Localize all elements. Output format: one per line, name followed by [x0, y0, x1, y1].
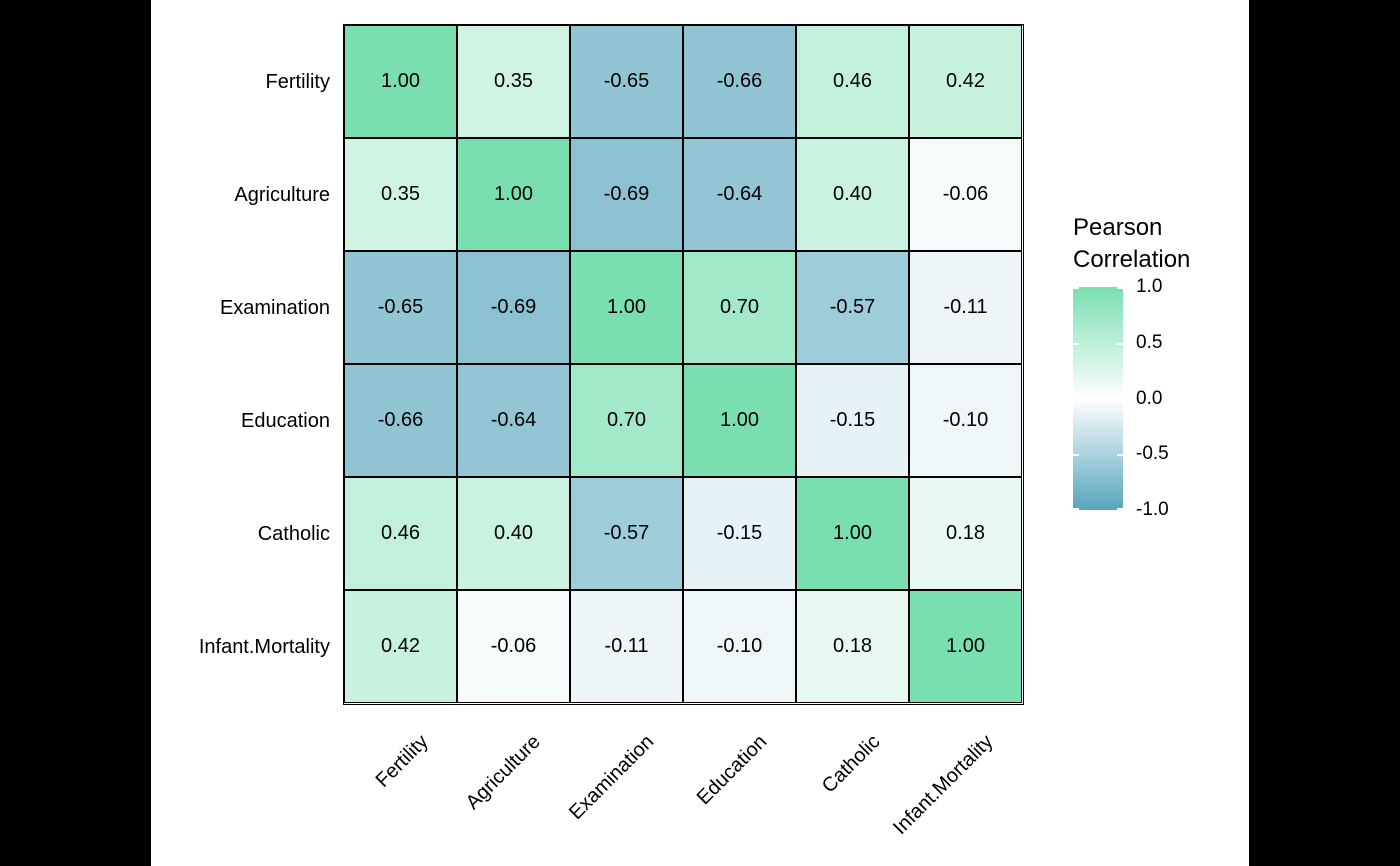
- legend-tick-mark: [1073, 287, 1079, 289]
- legend-title-line2: Correlation: [1073, 246, 1191, 273]
- heatmap-cell: 0.40: [457, 477, 570, 590]
- heatmap-cell: 0.70: [683, 251, 796, 364]
- heatmap-cell: -0.69: [570, 138, 683, 251]
- heatmap-cell: 0.42: [344, 590, 457, 703]
- legend-title: Pearson Correlation: [1073, 212, 1190, 276]
- y-axis-label: Agriculture: [234, 184, 330, 206]
- heatmap-cell: -0.15: [683, 477, 796, 590]
- heatmap-cell: -0.06: [909, 138, 1022, 251]
- heatmap-cell: 0.46: [796, 25, 909, 138]
- legend-tick-label: -0.5: [1136, 443, 1169, 465]
- legend-tick-mark: [1117, 454, 1123, 457]
- heatmap-cell: -0.57: [796, 251, 909, 364]
- heatmap-cell: 0.35: [457, 25, 570, 138]
- y-axis-label: Examination: [219, 297, 330, 319]
- legend-title-line1: Pearson: [1073, 214, 1163, 241]
- y-axis-label: Fertility: [265, 71, 330, 93]
- x-axis-label: Education: [692, 730, 772, 810]
- legend-tick-mark: [1117, 287, 1123, 289]
- heatmap-cell: -0.06: [457, 590, 570, 703]
- heatmap-cell: 1.00: [909, 590, 1022, 703]
- heatmap-cell: 0.40: [796, 138, 909, 251]
- heatmap-cell: -0.65: [344, 251, 457, 364]
- heatmap-cell: 1.00: [570, 251, 683, 364]
- heatmap-cell: 0.18: [796, 590, 909, 703]
- heatmap-cell: 0.35: [344, 138, 457, 251]
- heatmap-cell: -0.69: [457, 251, 570, 364]
- legend-tick-mark: [1073, 508, 1079, 510]
- heatmap-cell: -0.10: [683, 590, 796, 703]
- heatmap-cell: -0.66: [344, 364, 457, 477]
- legend-tick-mark: [1073, 342, 1079, 345]
- x-axis-label: Agriculture: [462, 730, 546, 814]
- x-axis-label: Catholic: [817, 730, 885, 798]
- plot-panel: Fertility Agriculture Examination Education…: [151, 0, 1249, 866]
- legend-tick-label: 1.0: [1136, 276, 1163, 297]
- legend-tick-mark: [1073, 398, 1079, 401]
- heatmap-cell: -0.15: [796, 364, 909, 477]
- x-axis-label: Examination: [564, 730, 659, 825]
- y-axis-label: Catholic: [257, 523, 330, 545]
- heatmap-cell: 0.70: [570, 364, 683, 477]
- heatmap-cell: -0.10: [909, 364, 1022, 477]
- heatmap-cell: 0.46: [344, 477, 457, 590]
- legend-tick-label: -1.0: [1136, 499, 1169, 520]
- legend-tick-mark: [1117, 398, 1123, 401]
- y-axis-label: Infant.Mortality: [198, 636, 330, 658]
- heatmap-cell: 1.00: [796, 477, 909, 590]
- legend-tick-mark: [1117, 508, 1123, 510]
- legend-tick-mark: [1073, 454, 1079, 457]
- heatmap-cell: -0.11: [570, 590, 683, 703]
- heatmap-cell: -0.65: [570, 25, 683, 138]
- legend-tick-label: 0.0: [1136, 387, 1163, 409]
- heatmap-cell: 1.00: [457, 138, 570, 251]
- heatmap-cell: 0.18: [909, 477, 1022, 590]
- legend-tick-label: 0.5: [1136, 331, 1163, 353]
- heatmap-cell: -0.57: [570, 477, 683, 590]
- y-axis-label: Education: [241, 410, 330, 432]
- heatmap-cell: -0.64: [457, 364, 570, 477]
- heatmap-cell: 1.00: [344, 25, 457, 138]
- heatmap-cell: 1.00: [683, 364, 796, 477]
- x-axis-label: Infant.Mortality: [888, 730, 998, 840]
- heatmap-cell: -0.11: [909, 251, 1022, 364]
- legend-tick-mark: [1117, 342, 1123, 345]
- heatmap-cell: -0.66: [683, 25, 796, 138]
- heatmap-cell: -0.64: [683, 138, 796, 251]
- legend-colorbar: [1073, 287, 1123, 510]
- heatmap-grid: 1.00 0.35 -0.65 -0.66 0.46 0.42 0.35 1.00 -0.69-…: [343, 24, 1024, 705]
- heatmap-cell: 0.42: [909, 25, 1022, 138]
- x-axis-label: Fertility: [371, 730, 433, 792]
